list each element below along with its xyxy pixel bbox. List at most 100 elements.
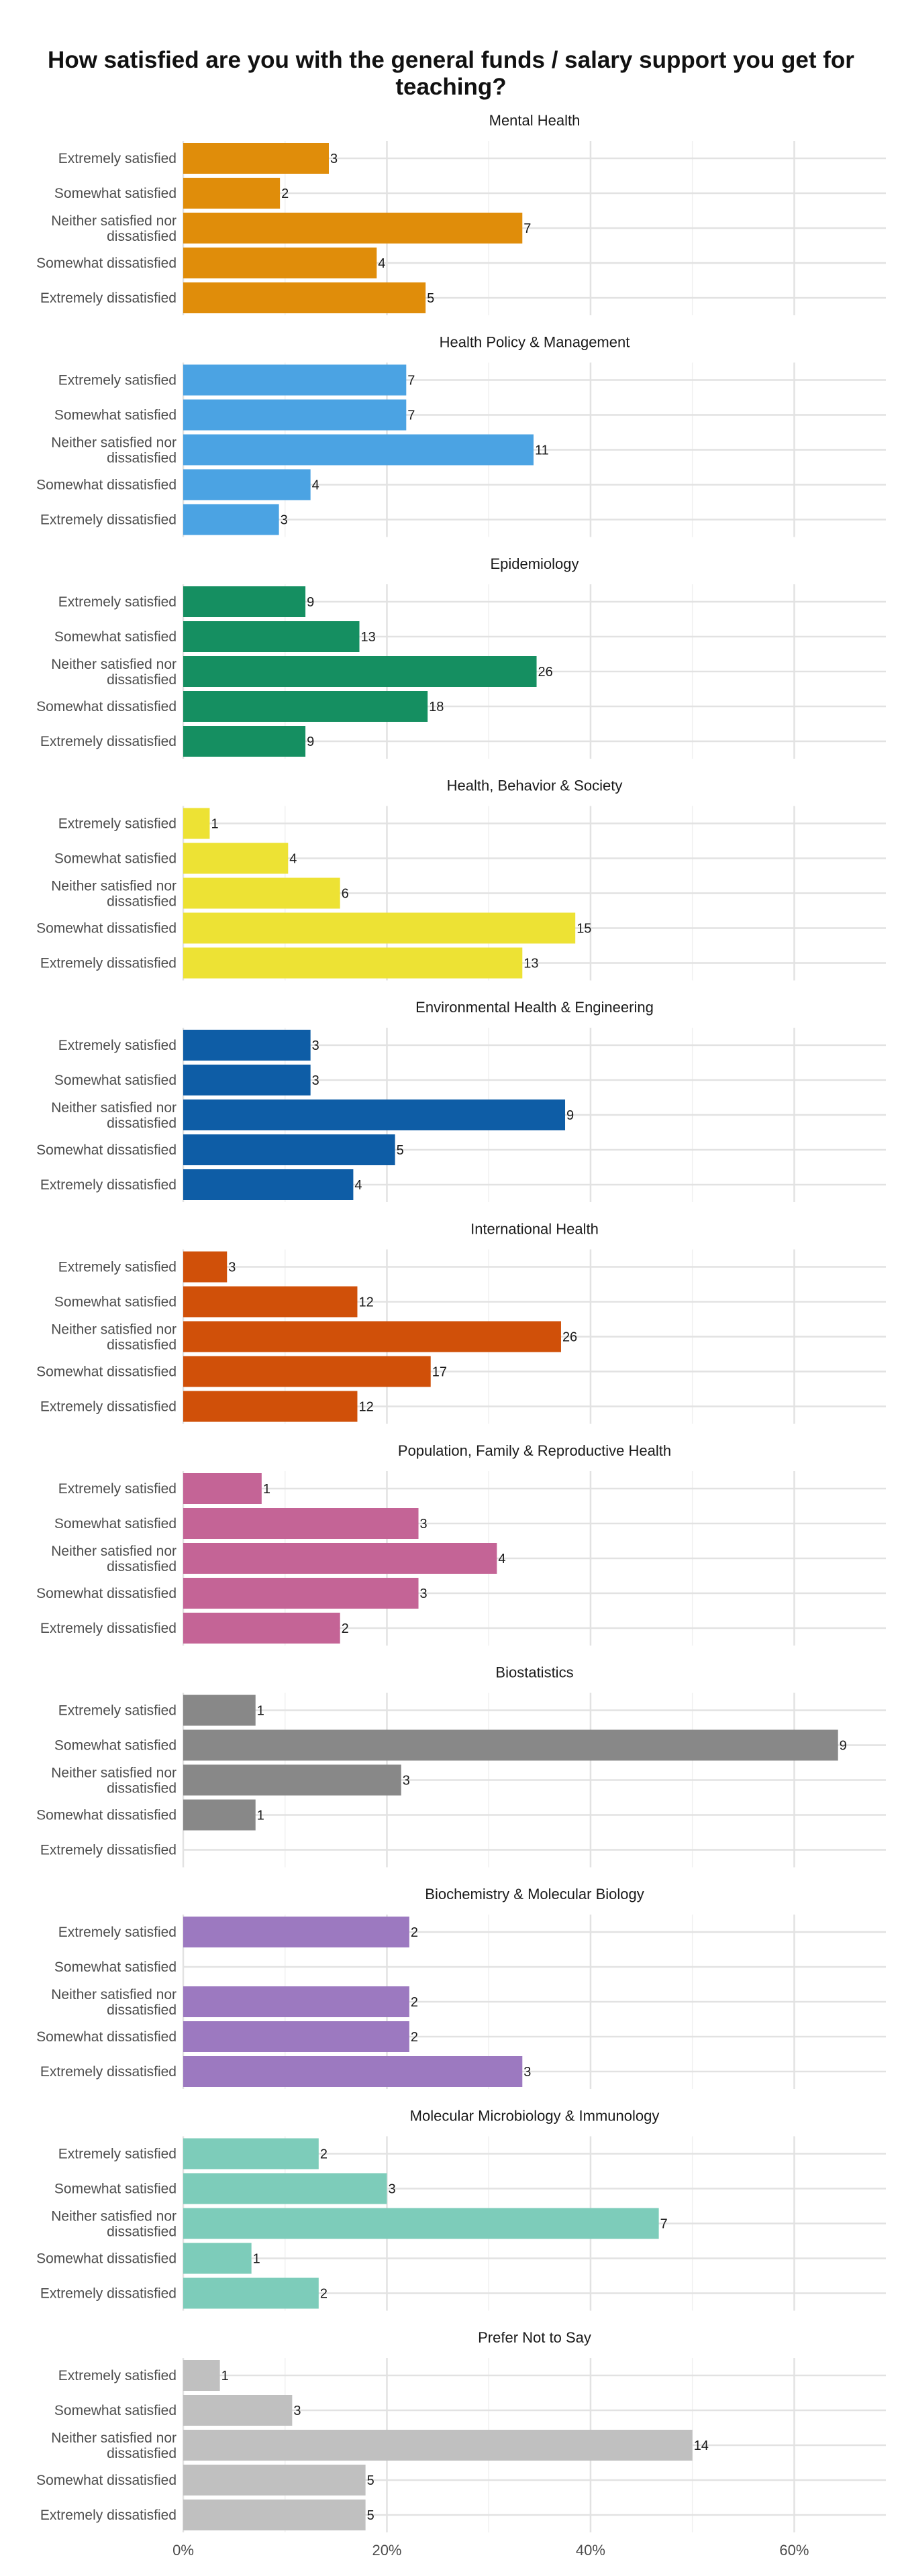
chart-title: How satisfied are you with the general f…: [48, 47, 854, 100]
bar-value-label: 13: [523, 957, 538, 971]
bar: [183, 2465, 366, 2496]
bar: [183, 2500, 366, 2530]
category-label: Extremely dissatisfied: [40, 1843, 177, 1858]
bar: [183, 1543, 497, 1574]
bar-value-label: 9: [307, 735, 314, 749]
bar-value-label: 3: [330, 152, 338, 166]
bar-value-label: 2: [342, 1621, 349, 1636]
bar: [183, 1729, 838, 1761]
category-label: Extremely satisfied: [58, 151, 177, 166]
bar-value-label: 1: [257, 1809, 264, 1823]
bar: [183, 2360, 220, 2391]
bar: [183, 1578, 419, 1609]
category-label: Neither satisfied nor dissatisfied: [51, 213, 177, 244]
category-label: Neither satisfied nor dissatisfied: [51, 435, 177, 466]
bar-value-label: 26: [562, 1330, 577, 1345]
bar-value-label: 3: [228, 1260, 236, 1275]
bar-value-label: 2: [281, 186, 289, 201]
bar-value-label: 12: [358, 1295, 373, 1310]
bar: [183, 2208, 659, 2239]
bar: [183, 469, 311, 500]
bar: [183, 1613, 340, 1644]
bar: [183, 1251, 228, 1283]
category-label: Somewhat satisfied: [54, 2182, 177, 2197]
category-label: Neither satisfied nor dissatisfied: [51, 1987, 177, 2018]
bar: [183, 586, 306, 617]
bar: [183, 2277, 319, 2309]
bar-value-label: 3: [420, 1587, 428, 1601]
bar-value-label: 1: [263, 1482, 270, 1497]
bar-value-label: 3: [388, 2182, 395, 2197]
category-label: Neither satisfied nor dissatisfied: [51, 1322, 177, 1353]
bar: [183, 1169, 354, 1200]
category-label: Extremely dissatisfied: [40, 1399, 177, 1415]
category-label: Neither satisfied nor dissatisfied: [51, 1544, 177, 1574]
bar: [183, 1917, 409, 1947]
category-label: Somewhat dissatisfied: [36, 1142, 177, 1158]
category-label: Neither satisfied nor dissatisfied: [51, 1766, 177, 1796]
category-label: Extremely dissatisfied: [40, 734, 177, 749]
category-label: Extremely dissatisfied: [40, 1177, 177, 1193]
bar-value-label: 4: [289, 852, 297, 867]
chart-panel: Population, Family & Reproductive Health…: [36, 1442, 886, 1646]
bar-value-label: 3: [293, 2404, 301, 2418]
category-label: Somewhat dissatisfied: [36, 699, 177, 714]
bar-value-label: 1: [211, 817, 218, 832]
panel-title: Molecular Microbiology & Immunology: [410, 2108, 660, 2125]
panel-title: Prefer Not to Say: [478, 2329, 591, 2346]
category-label: Extremely dissatisfied: [40, 513, 177, 528]
bar-value-label: 1: [221, 2369, 229, 2383]
panel-title: Mental Health: [489, 112, 581, 129]
bar-value-label: 2: [411, 1995, 418, 2010]
bar-value-label: 17: [432, 1365, 447, 1380]
panel-title: Biostatistics: [495, 1664, 573, 1681]
panel-title: Epidemiology: [490, 555, 579, 572]
category-label: Extremely satisfied: [58, 1703, 177, 1719]
bar: [183, 1986, 409, 2017]
bar: [183, 691, 428, 722]
panel-title: Health, Behavior & Society: [447, 777, 623, 794]
category-label: Extremely dissatisfied: [40, 2286, 177, 2302]
bar-value-label: 4: [378, 256, 385, 271]
bar-value-label: 4: [498, 1552, 505, 1566]
chart-panel: Prefer Not to Say Extremely satisfied 1 Som…: [36, 2329, 886, 2532]
category-label: Extremely satisfied: [58, 2147, 177, 2162]
bar-value-label: 7: [407, 374, 415, 388]
category-label: Somewhat dissatisfied: [36, 1586, 177, 1601]
bar-value-label: 14: [694, 2438, 709, 2453]
bar: [183, 1391, 358, 1422]
x-tick-label: 0%: [172, 2542, 194, 2559]
category-label: Extremely dissatisfied: [40, 290, 177, 306]
bar: [183, 1286, 358, 1318]
bar-value-label: 9: [307, 595, 314, 610]
bar: [183, 726, 306, 757]
bar-value-label: 7: [407, 409, 415, 423]
panel-title: Environmental Health & Engineering: [415, 999, 654, 1016]
bar: [183, 1134, 395, 1165]
chart-panel: Epidemiology Extremely satisfied 9 Somewhat…: [36, 555, 886, 759]
category-label: Extremely satisfied: [58, 1925, 177, 1940]
chart-panel: Biochemistry & Molecular Biology Extremel…: [36, 1886, 886, 2089]
category-label: Extremely dissatisfied: [40, 2064, 177, 2080]
category-label: Extremely dissatisfied: [40, 2508, 177, 2523]
panel-title: Biochemistry & Molecular Biology: [425, 1886, 644, 1902]
category-label: Neither satisfied nor dissatisfied: [51, 879, 177, 910]
bar: [183, 1099, 566, 1130]
category-label: Somewhat dissatisfied: [36, 1808, 177, 1823]
panel-title: Population, Family & Reproductive Health: [398, 1442, 671, 1459]
bar-value-label: 5: [367, 2508, 374, 2523]
bar-value-label: 4: [312, 478, 319, 493]
category-label: Extremely dissatisfied: [40, 956, 177, 971]
category-label: Somewhat satisfied: [54, 1295, 177, 1310]
bar: [183, 434, 534, 466]
category-label: Somewhat satisfied: [54, 2403, 177, 2418]
category-label: Extremely satisfied: [58, 2368, 177, 2383]
category-label: Extremely satisfied: [58, 1260, 177, 1275]
bar: [183, 399, 407, 431]
bar: [183, 504, 279, 535]
bar: [183, 1356, 431, 1387]
bar: [183, 1799, 256, 1831]
bar-value-label: 2: [411, 2030, 418, 2045]
bar-value-label: 13: [361, 630, 376, 645]
